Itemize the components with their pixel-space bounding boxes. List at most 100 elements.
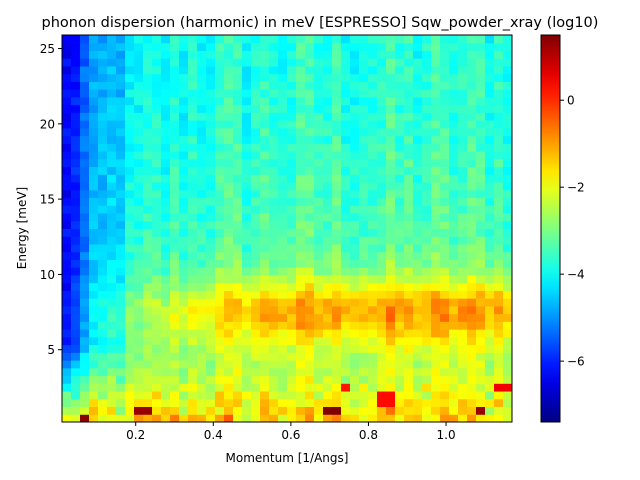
heatmap-cell <box>467 267 477 276</box>
heatmap-cell <box>422 104 432 113</box>
heatmap-cell <box>251 383 261 392</box>
heatmap-cell <box>251 58 261 67</box>
heatmap-cell <box>494 290 504 299</box>
heatmap-cell <box>422 298 432 307</box>
heatmap-cell <box>413 174 423 183</box>
heatmap-cell <box>80 158 90 168</box>
heatmap-cell <box>269 352 279 361</box>
heatmap-cell <box>62 89 72 98</box>
heatmap-cell <box>287 112 297 121</box>
heatmap-cell <box>260 298 270 307</box>
heatmap-cell <box>62 197 72 206</box>
heatmap-cell <box>386 367 396 377</box>
heatmap-cell <box>143 375 153 384</box>
heatmap-cell <box>62 274 72 284</box>
heatmap-cell <box>458 189 468 199</box>
heatmap-cell <box>467 367 477 377</box>
heatmap-cell <box>116 406 126 415</box>
heatmap-cell <box>206 35 216 44</box>
heatmap-cell <box>440 228 450 237</box>
heatmap-cell <box>80 398 90 408</box>
heatmap-cell <box>71 290 81 299</box>
colorbar-gradient <box>540 34 561 423</box>
heatmap-cell <box>215 236 225 245</box>
heatmap-cell <box>305 344 315 353</box>
heatmap-cell <box>278 112 288 121</box>
heatmap-cell <box>296 89 306 98</box>
heatmap-cell <box>431 73 441 82</box>
heatmap-cell <box>260 112 270 121</box>
heatmap-cell <box>395 236 405 245</box>
heatmap-cell <box>485 375 495 384</box>
heatmap-cell <box>494 104 504 113</box>
heatmap-cell <box>98 236 108 245</box>
heatmap-cell <box>449 73 459 82</box>
heatmap-cell <box>413 89 423 98</box>
heatmap-cell <box>332 360 342 369</box>
heatmap-cell <box>368 73 378 82</box>
heatmap-cell <box>242 375 252 384</box>
heatmap-cell <box>377 313 387 322</box>
heatmap-cell <box>314 236 324 245</box>
heatmap-cell <box>269 143 279 152</box>
heatmap-cell <box>71 305 81 315</box>
heatmap-cell <box>179 259 189 268</box>
heatmap-cell <box>386 313 396 322</box>
heatmap-cell <box>305 360 315 369</box>
heatmap-cell <box>242 104 252 113</box>
heatmap-cell <box>62 65 72 75</box>
heatmap-cell <box>467 398 477 408</box>
heatmap-cell <box>188 166 198 175</box>
heatmap-cell <box>125 42 135 51</box>
heatmap-cell <box>71 236 81 245</box>
heatmap-cell <box>224 205 234 214</box>
heatmap-cell <box>233 182 243 191</box>
heatmap-cell <box>107 81 117 90</box>
heatmap-cell <box>467 298 477 307</box>
heatmap-cell <box>62 267 72 276</box>
heatmap-cell <box>116 189 126 199</box>
heatmap-cell <box>503 220 513 229</box>
heatmap-cell <box>485 236 495 245</box>
heatmap-cell <box>323 375 333 384</box>
y-tick-label: 15 <box>40 193 55 207</box>
heatmap-cell <box>494 166 504 175</box>
heatmap-cell <box>386 267 396 276</box>
heatmap-cell <box>179 197 189 206</box>
heatmap-cell <box>233 305 243 315</box>
heatmap-cell <box>215 414 225 423</box>
heatmap-cell <box>422 251 432 260</box>
heatmap-cell <box>143 65 153 75</box>
heatmap-cell <box>269 120 279 129</box>
heatmap-cell <box>485 197 495 206</box>
heatmap-cell <box>197 35 207 44</box>
heatmap-cell <box>350 143 360 152</box>
heatmap-cell <box>458 383 468 392</box>
heatmap-cell <box>152 367 162 377</box>
heatmap-cell <box>395 329 405 338</box>
heatmap-cell <box>197 251 207 260</box>
heatmap-cell <box>89 151 99 160</box>
heatmap-cell <box>80 267 90 276</box>
heatmap-cell <box>341 158 351 168</box>
heatmap-cell <box>377 259 387 268</box>
heatmap-cell <box>89 166 99 175</box>
heatmap-cell <box>179 213 189 222</box>
heatmap-cell <box>116 383 126 392</box>
heatmap-cell <box>332 267 342 276</box>
heatmap-cell <box>98 89 108 98</box>
heatmap-cell <box>377 383 387 392</box>
heatmap-cell <box>449 352 459 361</box>
heatmap-cell <box>440 143 450 152</box>
heatmap-cell <box>170 104 180 113</box>
heatmap-cell <box>62 50 72 59</box>
heatmap-cell <box>305 290 315 299</box>
heatmap-cell <box>278 360 288 369</box>
heatmap-cell <box>71 360 81 369</box>
y-tick-label: 20 <box>40 117 55 131</box>
heatmap-cell <box>152 321 162 330</box>
heatmap-cell <box>233 213 243 222</box>
heatmap-cell <box>116 73 126 82</box>
heatmap-cell <box>224 58 234 67</box>
heatmap-cell <box>224 298 234 307</box>
